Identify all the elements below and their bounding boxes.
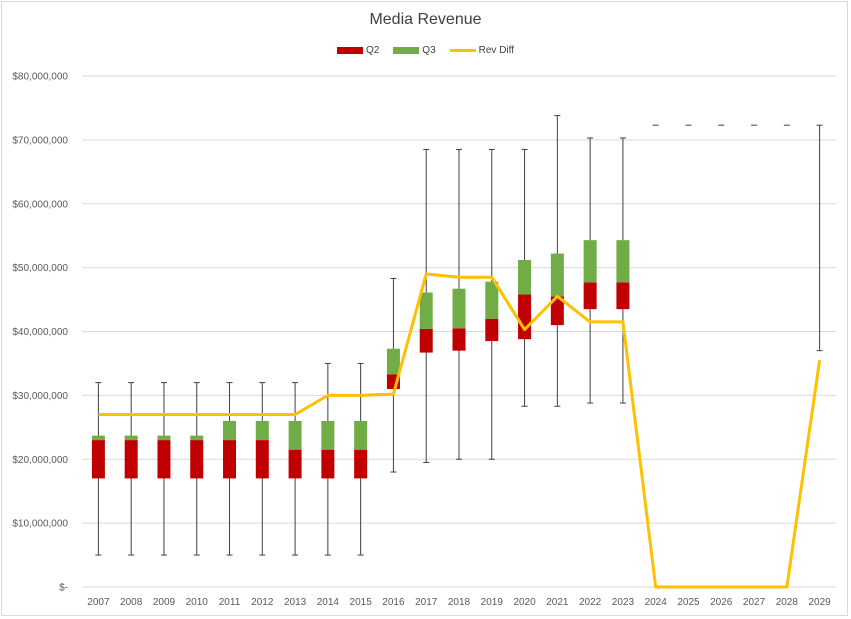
chart-legend: Q2 Q3 Rev Diff bbox=[0, 45, 851, 56]
bar-q3 bbox=[550, 253, 564, 297]
legend-label-q3: Q3 bbox=[422, 45, 436, 56]
bar-q2 bbox=[255, 440, 269, 479]
bar-q2 bbox=[583, 282, 597, 310]
bar-q3 bbox=[190, 435, 204, 441]
legend-label-rev-diff: Rev Diff bbox=[478, 45, 515, 56]
bar-q3 bbox=[321, 420, 335, 450]
bar-q3 bbox=[223, 420, 237, 441]
x-tick-label: 2019 bbox=[481, 597, 504, 608]
x-tick-label: 2013 bbox=[284, 597, 307, 608]
bar-q3 bbox=[255, 420, 269, 441]
bar-q2 bbox=[616, 282, 630, 310]
bar-q2 bbox=[157, 440, 171, 479]
x-tick-label: 2018 bbox=[448, 597, 471, 608]
y-tick-label: $40,000,000 bbox=[12, 327, 68, 338]
x-tick-label: 2026 bbox=[710, 597, 733, 608]
chart-title: Media Revenue bbox=[369, 11, 482, 28]
legend-swatch-q3 bbox=[393, 47, 420, 54]
x-tick-label: 2024 bbox=[645, 597, 668, 608]
x-tick-label: 2022 bbox=[579, 597, 602, 608]
bar-q2 bbox=[288, 449, 302, 479]
bar-q3 bbox=[288, 420, 302, 450]
bar-q2 bbox=[419, 328, 433, 353]
x-tick-label: 2009 bbox=[153, 597, 176, 608]
x-tick-label: 2029 bbox=[808, 597, 831, 608]
legend-item-q2: Q2 bbox=[336, 45, 380, 56]
bar-q2 bbox=[190, 440, 204, 479]
y-tick-label: $20,000,000 bbox=[12, 455, 68, 466]
y-tick-label: $- bbox=[59, 583, 68, 594]
bar-q3 bbox=[616, 240, 630, 283]
legend-swatch-q2 bbox=[336, 47, 363, 54]
bar-q2 bbox=[124, 440, 138, 479]
bar-q2 bbox=[321, 449, 335, 479]
legend-label-q2: Q2 bbox=[365, 45, 380, 56]
x-tick-label: 2007 bbox=[87, 597, 110, 608]
bar-q3 bbox=[354, 420, 368, 450]
bar-q3 bbox=[157, 435, 171, 441]
x-tick-label: 2014 bbox=[317, 597, 340, 608]
legend-item-rev-diff: Rev Diff bbox=[449, 45, 515, 56]
y-tick-label: $10,000,000 bbox=[12, 519, 68, 530]
line-rev-diff bbox=[98, 272, 822, 589]
bar-q2 bbox=[485, 318, 499, 342]
x-tick-label: 2020 bbox=[513, 597, 536, 608]
y-tick-label: $60,000,000 bbox=[12, 199, 68, 210]
bar-q3 bbox=[452, 288, 466, 329]
bar-q2 bbox=[223, 440, 237, 479]
x-tick-label: 2010 bbox=[186, 597, 209, 608]
bar-q2 bbox=[550, 296, 564, 326]
x-tick-label: 2025 bbox=[677, 597, 700, 608]
bar-q3 bbox=[485, 281, 499, 319]
x-tick-label: 2015 bbox=[350, 597, 373, 608]
bar-q3 bbox=[386, 348, 400, 375]
x-tick-label: 2017 bbox=[415, 597, 438, 608]
legend-swatch-rev-diff bbox=[449, 49, 476, 52]
bar-q3 bbox=[583, 240, 597, 283]
y-tick-label: $70,000,000 bbox=[12, 135, 68, 146]
y-tick-label: $80,000,000 bbox=[12, 72, 68, 83]
x-tick-label: 2011 bbox=[219, 597, 241, 608]
legend-item-q3: Q3 bbox=[393, 45, 436, 56]
x-tick-label: 2028 bbox=[776, 597, 799, 608]
y-tick-label: $50,000,000 bbox=[12, 263, 68, 274]
x-tick-label: 2012 bbox=[251, 597, 274, 608]
bar-q2 bbox=[91, 440, 105, 479]
x-tick-label: 2021 bbox=[546, 597, 569, 608]
x-tick-label: 2027 bbox=[743, 597, 766, 608]
bar-q2 bbox=[354, 449, 368, 479]
bar-q2 bbox=[452, 328, 466, 351]
bar-q3 bbox=[124, 435, 138, 441]
x-tick-label: 2008 bbox=[120, 597, 143, 608]
bar-q3 bbox=[518, 259, 532, 295]
bar-q3 bbox=[419, 292, 433, 329]
x-tick-label: 2023 bbox=[612, 597, 635, 608]
x-tick-label: 2016 bbox=[382, 597, 405, 608]
bar-q3 bbox=[91, 435, 105, 441]
bar-q2 bbox=[518, 294, 532, 340]
y-tick-label: $30,000,000 bbox=[12, 391, 68, 402]
